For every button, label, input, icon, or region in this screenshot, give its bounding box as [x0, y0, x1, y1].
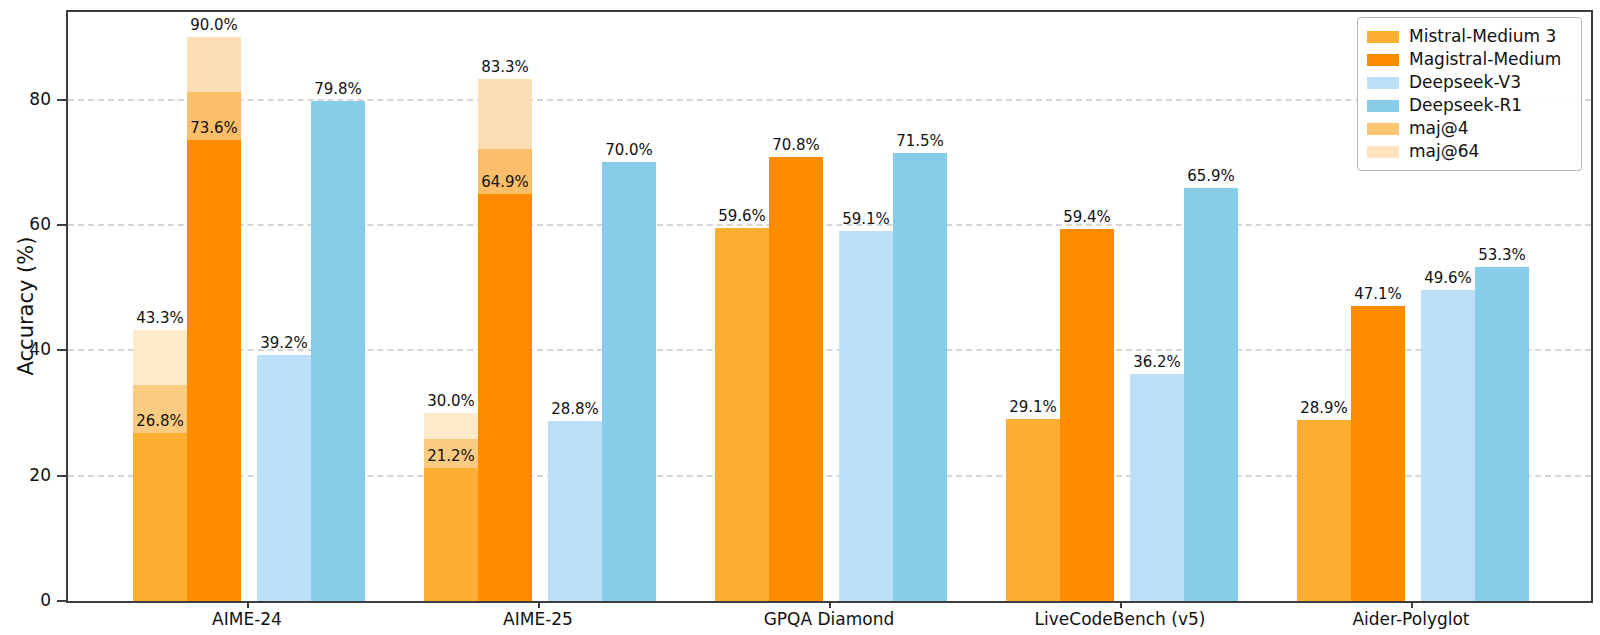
overlay-segment-maj-64-magistral-medium-aime-25 — [478, 79, 532, 149]
legend-swatch-maj-4 — [1367, 123, 1399, 135]
overlay-segment-maj-64-magistral-medium-aime-24 — [187, 37, 241, 92]
legend-label-maj-64: maj@64 — [1409, 140, 1479, 163]
legend: Mistral-Medium 3Magistral-MediumDeepseek… — [1357, 17, 1582, 171]
overlay-segment-maj-64-mistral-medium-3-aime-25 — [424, 413, 478, 439]
bar-deepseek-r1-gpqa-diamond — [893, 153, 947, 601]
legend-item-magistral-medium: Magistral-Medium — [1367, 48, 1572, 71]
x-tick-label-aider-polyglot: Aider-Polyglot — [1281, 609, 1541, 629]
bar-mistral-medium-3-aime-24 — [133, 433, 187, 601]
y-tick-mark-60 — [57, 224, 66, 226]
bar-value-label-magistral-medium-aime-24: 73.6% — [169, 119, 259, 137]
bar-mistral-medium-3-aider-polyglot — [1297, 420, 1351, 601]
legend-label-maj-4: maj@4 — [1409, 117, 1469, 140]
bar-value-label-maj-64-magistral-medium-aime-25: 83.3% — [460, 58, 550, 76]
bar-deepseek-v3-gpqa-diamond — [839, 231, 893, 601]
bar-deepseek-r1-aime-25 — [602, 162, 656, 601]
bar-deepseek-v3-aime-24 — [257, 355, 311, 601]
bar-value-label-deepseek-r1-gpqa-diamond: 71.5% — [875, 132, 965, 150]
bar-deepseek-r1-livecodebench-v5 — [1184, 188, 1238, 601]
y-tick-mark-40 — [57, 349, 66, 351]
x-tick-mark-livecodebench-v5 — [1120, 601, 1122, 608]
overlay-segment-maj-64-mistral-medium-3-aime-24 — [133, 330, 187, 386]
y-tick-label-20: 20 — [5, 467, 51, 484]
legend-item-maj-64: maj@64 — [1367, 140, 1572, 163]
bar-deepseek-v3-aider-polyglot — [1421, 290, 1475, 601]
legend-label-deepseek-r1: Deepseek-R1 — [1409, 94, 1522, 117]
legend-item-deepseek-r1: Deepseek-R1 — [1367, 94, 1572, 117]
x-tick-mark-aime-24 — [247, 601, 249, 608]
bar-mistral-medium-3-livecodebench-v5 — [1006, 419, 1060, 601]
bar-magistral-medium-aime-24 — [187, 140, 241, 601]
bar-magistral-medium-aider-polyglot — [1351, 306, 1405, 601]
legend-swatch-deepseek-r1 — [1367, 100, 1399, 112]
x-tick-mark-aider-polyglot — [1411, 601, 1413, 608]
bar-value-label-magistral-medium-livecodebench-v5: 59.4% — [1042, 208, 1132, 226]
bar-value-label-magistral-medium-gpqa-diamond: 70.8% — [751, 136, 841, 154]
y-tick-label-40: 40 — [5, 341, 51, 358]
bar-value-label-maj-64-magistral-medium-aime-24: 90.0% — [169, 16, 259, 34]
legend-item-mistral-medium-3: Mistral-Medium 3 — [1367, 25, 1572, 48]
bar-value-label-magistral-medium-aime-25: 64.9% — [460, 173, 550, 191]
bar-value-label-deepseek-r1-aime-25: 70.0% — [584, 141, 674, 159]
legend-swatch-deepseek-v3 — [1367, 77, 1399, 89]
y-tick-mark-0 — [57, 600, 66, 602]
bar-magistral-medium-gpqa-diamond — [769, 157, 823, 601]
x-tick-mark-aime-25 — [538, 601, 540, 608]
legend-label-magistral-medium: Magistral-Medium — [1409, 48, 1561, 71]
bar-value-label-deepseek-r1-aime-24: 79.8% — [293, 80, 383, 98]
y-tick-mark-80 — [57, 99, 66, 101]
x-tick-label-aime-25: AIME-25 — [408, 609, 668, 629]
benchmark-bar-chart: Accuracy (%) 34.4%43.3%26.8%81.3%90.0%73… — [0, 0, 1600, 635]
legend-label-mistral-medium-3: Mistral-Medium 3 — [1409, 25, 1556, 48]
bar-deepseek-r1-aider-polyglot — [1475, 267, 1529, 601]
x-tick-label-livecodebench-v5: LiveCodeBench (v5) — [990, 609, 1250, 629]
bar-deepseek-v3-aime-25 — [548, 421, 602, 601]
legend-swatch-magistral-medium — [1367, 54, 1399, 66]
bar-value-label-magistral-medium-aider-polyglot: 47.1% — [1333, 285, 1423, 303]
legend-item-deepseek-v3: Deepseek-V3 — [1367, 71, 1572, 94]
bar-value-label-deepseek-r1-aider-polyglot: 53.3% — [1457, 246, 1547, 264]
y-tick-label-0: 0 — [5, 592, 51, 609]
bar-deepseek-r1-aime-24 — [311, 101, 365, 601]
bar-magistral-medium-aime-25 — [478, 194, 532, 601]
legend-label-deepseek-v3: Deepseek-V3 — [1409, 71, 1521, 94]
bar-deepseek-v3-livecodebench-v5 — [1130, 374, 1184, 601]
x-tick-label-aime-24: AIME-24 — [117, 609, 377, 629]
bar-mistral-medium-3-gpqa-diamond — [715, 228, 769, 601]
y-tick-label-80: 80 — [5, 91, 51, 108]
legend-swatch-mistral-medium-3 — [1367, 31, 1399, 43]
legend-swatch-maj-64 — [1367, 146, 1399, 158]
legend-item-maj-4: maj@4 — [1367, 117, 1572, 140]
y-tick-mark-20 — [57, 475, 66, 477]
bar-magistral-medium-livecodebench-v5 — [1060, 229, 1114, 601]
x-tick-mark-gpqa-diamond — [829, 601, 831, 608]
y-tick-label-60: 60 — [5, 216, 51, 233]
bar-mistral-medium-3-aime-25 — [424, 468, 478, 601]
x-tick-label-gpqa-diamond: GPQA Diamond — [699, 609, 959, 629]
bar-value-label-deepseek-r1-livecodebench-v5: 65.9% — [1166, 167, 1256, 185]
